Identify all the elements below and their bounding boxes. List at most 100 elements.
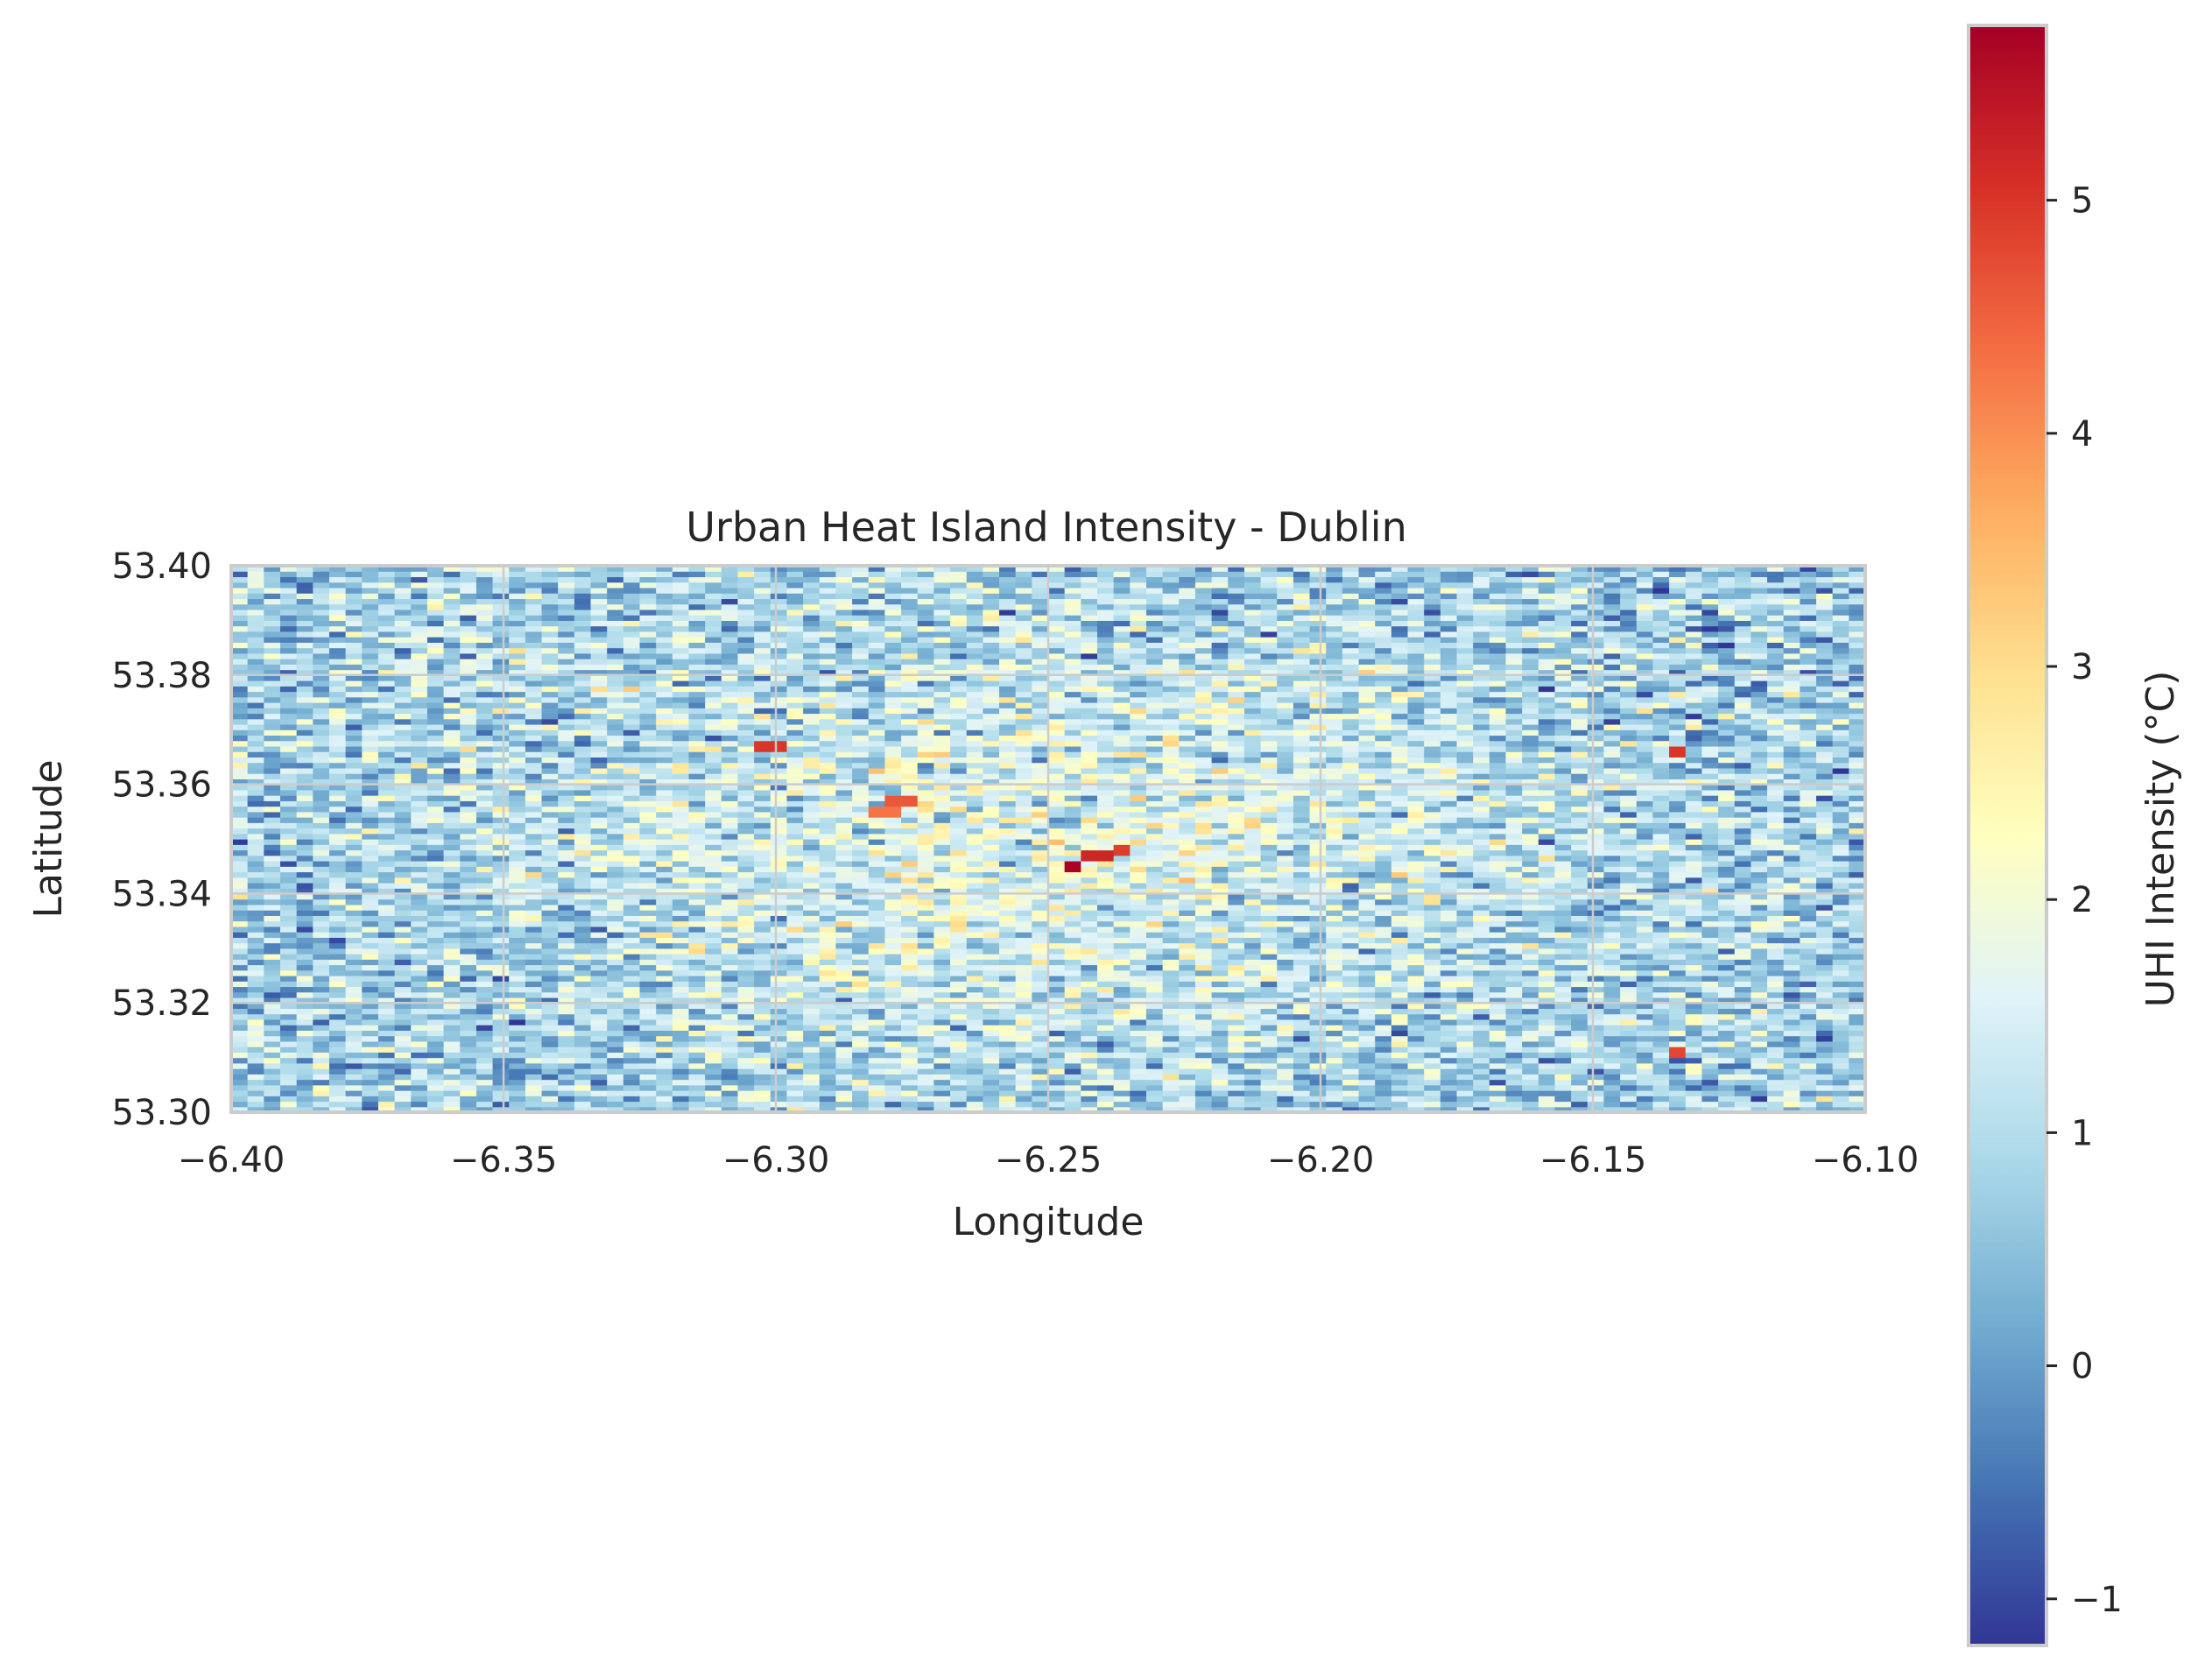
heatmap-cell xyxy=(1293,1079,1311,1086)
heatmap-cell xyxy=(426,866,445,873)
heatmap-cell xyxy=(1179,1003,1196,1010)
heatmap-cell xyxy=(835,866,853,873)
heatmap-cell xyxy=(754,932,771,938)
heatmap-cell xyxy=(574,877,592,884)
heatmap-cell xyxy=(558,976,575,982)
heatmap-cell xyxy=(328,866,347,873)
heatmap-cell xyxy=(296,1052,313,1059)
heatmap-cell xyxy=(1048,898,1066,905)
heatmap-cell xyxy=(1489,1008,1507,1015)
heatmap-cell xyxy=(1162,969,1180,976)
heatmap-cell xyxy=(688,1035,706,1042)
heatmap-cell xyxy=(852,976,870,982)
heatmap-cell xyxy=(1620,844,1638,851)
heatmap-cell xyxy=(411,932,428,938)
heatmap-cell xyxy=(1293,844,1311,851)
heatmap-cell xyxy=(852,1052,870,1059)
heatmap-cell xyxy=(1179,964,1196,971)
heatmap-cell xyxy=(1342,1106,1360,1113)
heatmap-cell xyxy=(574,954,592,960)
heatmap-cell xyxy=(884,937,902,944)
heatmap-cell xyxy=(1669,839,1687,845)
heatmap-cell xyxy=(1701,926,1719,933)
heatmap-cell xyxy=(1816,1106,1834,1113)
heatmap-cell xyxy=(1440,981,1458,988)
heatmap-cell xyxy=(672,1074,690,1081)
heatmap-cell xyxy=(574,920,592,927)
heatmap-cell xyxy=(1669,860,1687,867)
heatmap-cell xyxy=(1718,1046,1736,1053)
heatmap-cell xyxy=(1522,1003,1539,1010)
heatmap-cell xyxy=(1326,893,1343,900)
heatmap-cell xyxy=(1032,1052,1049,1059)
heatmap-cell xyxy=(1130,959,1147,966)
heatmap-cell xyxy=(1358,915,1376,922)
heatmap-cell xyxy=(1816,866,1834,873)
heatmap-cell xyxy=(426,882,445,889)
heatmap-cell xyxy=(656,1008,673,1015)
heatmap-cell xyxy=(1620,1035,1638,1042)
heatmap-cell xyxy=(377,904,396,911)
heatmap-cell xyxy=(509,1052,526,1059)
heatmap-cell xyxy=(1309,877,1327,884)
heatmap-cell xyxy=(1211,866,1229,873)
heatmap-cell xyxy=(1554,969,1572,976)
heatmap-cell xyxy=(328,898,347,905)
heatmap-cell xyxy=(1064,882,1081,889)
heatmap-cell xyxy=(541,1046,559,1053)
heatmap-cell xyxy=(1456,855,1474,862)
heatmap-cell xyxy=(852,926,870,933)
heatmap-cell xyxy=(1767,1003,1785,1010)
heatmap-cell xyxy=(1767,1040,1785,1047)
heatmap-cell xyxy=(313,898,330,905)
heatmap-cell xyxy=(1636,1046,1654,1053)
heatmap-cell xyxy=(1194,937,1213,944)
heatmap-cell xyxy=(1293,877,1311,884)
heatmap-cell xyxy=(377,893,396,900)
heatmap-cell xyxy=(1326,1035,1343,1042)
heatmap-cell xyxy=(476,839,494,845)
heatmap-cell xyxy=(509,1096,526,1103)
heatmap-cell xyxy=(1701,969,1719,976)
heatmap-cell xyxy=(639,1106,657,1113)
heatmap-cell xyxy=(1179,1106,1196,1113)
heatmap-cell xyxy=(1342,1013,1360,1020)
heatmap-cell xyxy=(1816,926,1834,933)
heatmap-cell xyxy=(1211,1096,1229,1103)
heatmap-cell xyxy=(1096,997,1115,1004)
heatmap-cell xyxy=(460,976,477,982)
heatmap-cell xyxy=(411,920,428,927)
heatmap-cell xyxy=(525,844,543,851)
heatmap-cell xyxy=(411,871,428,878)
heatmap-cell xyxy=(705,1003,722,1010)
heatmap-cell xyxy=(1015,839,1032,845)
heatmap-cell xyxy=(1096,942,1115,949)
heatmap-cell xyxy=(950,1025,968,1031)
heatmap-cell xyxy=(1767,839,1785,845)
heatmap-cell xyxy=(819,871,837,878)
heatmap-cell xyxy=(770,904,788,911)
heatmap-cell xyxy=(1685,866,1702,873)
heatmap-cell xyxy=(558,959,575,966)
heatmap-cell xyxy=(1456,1030,1474,1037)
heatmap-cell xyxy=(1375,1101,1392,1108)
heatmap-cell xyxy=(509,959,526,966)
heatmap-cell xyxy=(1538,844,1556,851)
heatmap-cell xyxy=(672,976,690,982)
heatmap-cell xyxy=(1277,1003,1294,1010)
heatmap-cell xyxy=(279,1030,298,1037)
heatmap-cell xyxy=(786,1068,804,1075)
heatmap-cell xyxy=(1456,1062,1474,1069)
heatmap-cell xyxy=(525,849,543,856)
heatmap-cell xyxy=(705,904,722,911)
heatmap-cell xyxy=(1293,981,1311,988)
heatmap-cell xyxy=(950,1074,968,1081)
heatmap-cell xyxy=(950,1062,968,1069)
heatmap-cell xyxy=(672,898,690,905)
heatmap-cell xyxy=(1228,1084,1245,1091)
heatmap-cell xyxy=(1669,904,1687,911)
heatmap-cell xyxy=(264,932,281,938)
heatmap-cell xyxy=(803,860,821,867)
heatmap-cell xyxy=(1081,997,1098,1004)
heatmap-cell xyxy=(1130,1101,1147,1108)
